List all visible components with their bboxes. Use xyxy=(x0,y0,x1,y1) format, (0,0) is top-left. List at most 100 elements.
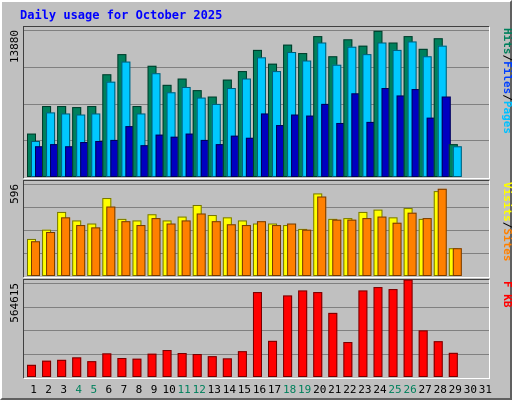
bar-fill xyxy=(117,358,127,377)
x-tick-label-day-20: 20 xyxy=(313,383,326,396)
bar-sites-day-13 xyxy=(211,221,221,276)
bar-fill xyxy=(441,96,451,177)
bar-sites-day-6 xyxy=(106,206,116,276)
bar-fill xyxy=(298,290,308,377)
bar-outline xyxy=(76,225,86,277)
bar-outline xyxy=(252,292,262,378)
bar-sites-day-7 xyxy=(121,221,131,276)
bar-fill xyxy=(287,223,297,276)
panel-kbytes: 564615 F KB xyxy=(8,279,512,379)
x-tick-label-day-25: 25 xyxy=(388,383,401,396)
bar-sites-day-12 xyxy=(196,213,206,276)
bar-outline xyxy=(57,359,67,377)
bar-fill xyxy=(362,218,372,276)
bar-kb-f-day-25 xyxy=(388,289,398,377)
bar-outline xyxy=(377,216,387,276)
bar-fill xyxy=(207,356,217,377)
x-tick-label-day-27: 27 xyxy=(419,383,432,396)
bar-fill xyxy=(452,146,462,177)
x-tick-label-day-6: 6 xyxy=(106,383,113,396)
bar-fill xyxy=(252,292,262,377)
bar-outline xyxy=(313,292,323,378)
bar-kb-f-day-26 xyxy=(403,279,413,377)
bar-fill xyxy=(332,219,342,276)
bar-fill xyxy=(291,114,301,177)
y-axis-label-part: KB xyxy=(501,294,512,308)
y-axis-label: Hits/Files/Pages xyxy=(501,28,512,134)
bar-fill xyxy=(256,221,266,276)
bar-fill xyxy=(106,81,116,177)
bar-fill xyxy=(306,115,316,177)
x-tick-label-day-3: 3 xyxy=(60,383,67,396)
bar-fill xyxy=(46,232,56,276)
x-tick-label-day-16: 16 xyxy=(253,383,266,396)
bar-kb-f-day-24 xyxy=(373,287,383,377)
x-tick-label-day-2: 2 xyxy=(45,383,52,396)
bar-files-day-29 xyxy=(452,146,462,177)
x-tick-label-day-23: 23 xyxy=(358,383,371,396)
bar-outline xyxy=(256,221,266,276)
y-axis-label-part: Pages xyxy=(501,101,512,134)
bar-fill xyxy=(200,139,210,177)
bar-outline xyxy=(392,222,402,276)
bar-outline xyxy=(226,224,236,276)
bar-outline xyxy=(317,196,327,276)
bar-outline xyxy=(27,364,36,378)
bar-kb-f-day-11 xyxy=(177,353,187,378)
bar-sites-day-2 xyxy=(46,232,56,277)
bar-sites-day-27 xyxy=(422,218,432,276)
y-axis-label-part xyxy=(501,288,512,295)
x-tick-label-day-7: 7 xyxy=(121,383,128,396)
y-axis-label-part: / xyxy=(501,55,512,62)
bar-outline xyxy=(328,312,338,378)
x-tick-label-day-10: 10 xyxy=(162,383,175,396)
bar-sites-day-28 xyxy=(437,188,447,276)
bar-kb-f-day-3 xyxy=(57,359,67,377)
bar-sites-day-14 xyxy=(226,224,236,276)
bar-fill xyxy=(448,352,458,377)
bar-fill xyxy=(272,225,282,276)
bar-fill xyxy=(166,223,176,276)
bar-fill xyxy=(272,71,282,177)
bar-kb-f-day-6 xyxy=(102,353,112,377)
bar-outline xyxy=(418,330,428,377)
bar-fill xyxy=(155,134,165,177)
bar-fill xyxy=(373,287,383,377)
bar-fill xyxy=(392,222,402,276)
bar-fill xyxy=(121,61,131,178)
x-tick-label-day-24: 24 xyxy=(373,383,387,396)
bar-outline xyxy=(437,188,447,276)
bar-sites-day-21 xyxy=(332,219,342,276)
bar-fill xyxy=(125,126,135,177)
bar-fill xyxy=(57,359,67,377)
bar-outline xyxy=(222,358,232,378)
bar-outline xyxy=(162,350,172,378)
bar-fill xyxy=(192,354,202,377)
bar-outline xyxy=(46,232,56,277)
bar-fill xyxy=(241,78,251,177)
bar-sites-day-24 xyxy=(377,216,387,276)
bar-sites-day-19 xyxy=(302,229,312,276)
x-tick-label-day-19: 19 xyxy=(298,383,311,396)
bar-kb-f-day-14 xyxy=(222,358,232,378)
x-tick-label-day-11: 11 xyxy=(178,383,191,396)
bar-fill xyxy=(317,196,327,276)
bar-fill xyxy=(388,289,398,377)
bar-fill xyxy=(110,139,120,177)
bar-kb-f-day-28 xyxy=(433,341,443,377)
bar-kb-f-day-10 xyxy=(162,350,172,378)
x-tick-label-day-5: 5 xyxy=(90,383,97,396)
frame-highlight-inner xyxy=(1,1,511,399)
bar-fill xyxy=(196,97,206,177)
bar-outline xyxy=(347,219,357,276)
bar-outline xyxy=(87,361,97,377)
bar-outline xyxy=(166,223,176,277)
bar-outline xyxy=(441,96,451,177)
bar-fill xyxy=(283,295,293,377)
bar-fill xyxy=(362,54,372,177)
bar-outline xyxy=(61,217,71,277)
bar-fill xyxy=(91,227,101,276)
bar-outline xyxy=(287,223,297,277)
bar-outline xyxy=(192,354,202,378)
bar-fill xyxy=(433,341,443,377)
